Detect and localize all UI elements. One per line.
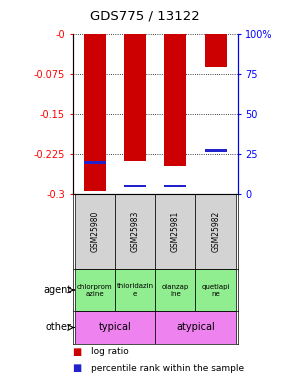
Text: agent: agent	[44, 285, 72, 295]
Text: ■: ■	[72, 347, 82, 357]
Bar	[115, 194, 155, 269]
Bar	[155, 194, 195, 269]
Text: typical: typical	[99, 322, 131, 333]
Text: GSM25980: GSM25980	[90, 211, 99, 252]
Text: ■: ■	[72, 363, 82, 374]
Bar	[75, 269, 115, 311]
Text: atypical: atypical	[176, 322, 215, 333]
Bar	[155, 269, 195, 311]
Bar	[155, 311, 236, 344]
Text: olanzap
ine: olanzap ine	[162, 284, 189, 297]
Bar	[84, 34, 106, 191]
Text: other: other	[46, 322, 72, 333]
Bar	[164, 185, 186, 188]
Bar	[195, 194, 236, 269]
Text: GDS775 / 13122: GDS775 / 13122	[90, 9, 200, 22]
Bar	[204, 34, 227, 68]
Bar	[115, 269, 155, 311]
Bar	[84, 161, 106, 164]
Bar	[124, 185, 146, 188]
Text: chlorprom
azine: chlorprom azine	[77, 284, 113, 297]
Bar	[164, 34, 186, 166]
Text: thioridazin
e: thioridazin e	[116, 284, 153, 297]
Text: GSM25983: GSM25983	[130, 211, 139, 252]
Bar	[195, 269, 236, 311]
Bar	[75, 311, 155, 344]
Text: quetiapi
ne: quetiapi ne	[201, 284, 230, 297]
Text: percentile rank within the sample: percentile rank within the sample	[91, 364, 244, 373]
Bar	[124, 34, 146, 160]
Text: log ratio: log ratio	[91, 348, 129, 357]
Bar	[75, 194, 115, 269]
Text: GSM25981: GSM25981	[171, 211, 180, 252]
Bar	[204, 149, 227, 152]
Text: GSM25982: GSM25982	[211, 211, 220, 252]
